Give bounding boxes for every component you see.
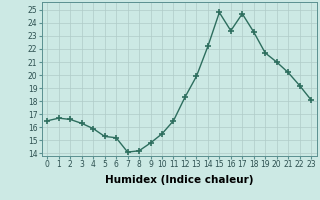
X-axis label: Humidex (Indice chaleur): Humidex (Indice chaleur)	[105, 175, 253, 185]
